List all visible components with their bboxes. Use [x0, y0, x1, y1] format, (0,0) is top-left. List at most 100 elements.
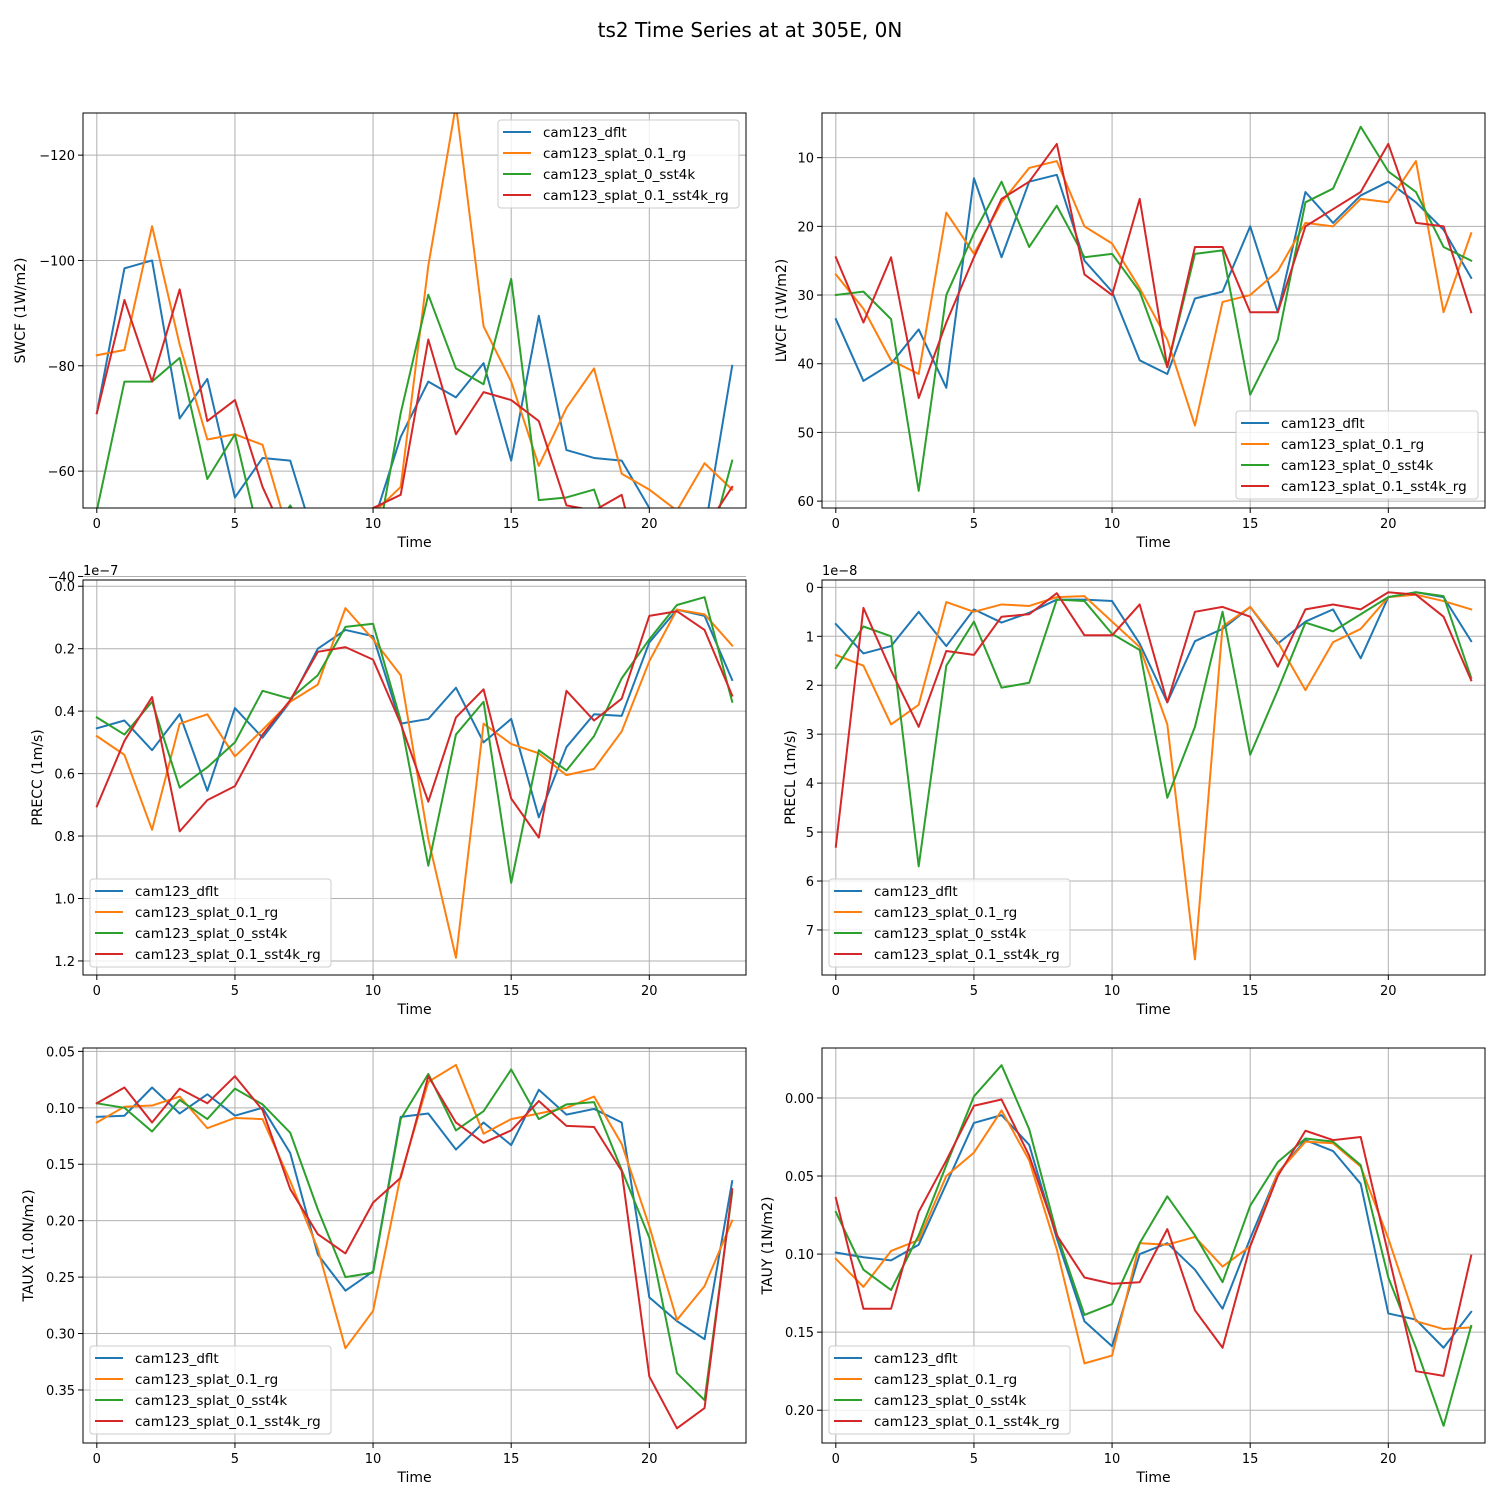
- y-tick-label: −60: [48, 465, 75, 480]
- series-line-cam123_splat_0_sst4k: [95, 1068, 734, 1402]
- series-line-cam123_dflt: [834, 1114, 1473, 1349]
- legend: cam123_dflt cam123_splat_0.1_rg cam123_spl…: [828, 878, 1071, 968]
- legend-label: cam123_splat_0.1_rg: [135, 1372, 278, 1388]
- y-tick-label: 0.20: [46, 1215, 75, 1230]
- y-tick-label: 0.30: [46, 1328, 75, 1343]
- series-line-cam123_splat_0.1_rg: [834, 1109, 1473, 1365]
- x-tick-label: 10: [1104, 984, 1121, 999]
- x-tick-label: 10: [1104, 517, 1121, 532]
- legend-box: [828, 878, 1071, 968]
- subplot-5: 0 5 10 15 20 0.05 0.10 0.15 0.20 0.25 0.30 0.35 Time…: [21, 1045, 747, 1486]
- y-axis-label: LWCF (1W/m2): [774, 259, 790, 363]
- legend-label: cam123_splat_0_sst4k: [135, 926, 287, 942]
- x-tick-label: 10: [1104, 1452, 1121, 1467]
- x-axis-label: Time: [1135, 1002, 1170, 1018]
- x-axis-label: Time: [396, 1470, 431, 1486]
- x-tick-label: 15: [1242, 984, 1259, 999]
- series-line-cam123_splat_0.1_sst4k_rg: [95, 610, 734, 839]
- x-tick-label: 5: [970, 517, 978, 532]
- series-line-cam123_dflt: [834, 173, 1473, 389]
- y-tick-label: 1: [806, 630, 814, 645]
- legend-label: cam123_dflt: [874, 1351, 958, 1367]
- series-line-cam123_splat_0_sst4k: [834, 125, 1473, 492]
- y-tick-label: −40: [48, 570, 75, 585]
- series-lines: [834, 125, 1473, 492]
- y-offset-text: 1e−8: [822, 564, 857, 579]
- legend-label: cam123_dflt: [1281, 416, 1365, 432]
- x-tick-label: 10: [365, 517, 382, 532]
- x-tick-label: 5: [231, 984, 239, 999]
- x-tick-label: 20: [1380, 984, 1397, 999]
- y-tick-label: 4: [806, 777, 814, 792]
- series-line-cam123_splat_0_sst4k: [834, 1064, 1473, 1427]
- grid-lines: [822, 580, 1485, 975]
- series-line-cam123_splat_0.1_sst4k_rg: [95, 288, 734, 508]
- x-tick-label: 5: [970, 984, 978, 999]
- legend-label: cam123_splat_0.1_sst4k_rg: [874, 947, 1060, 963]
- legend-label: cam123_dflt: [874, 884, 958, 900]
- y-tick-label: 40: [797, 358, 814, 373]
- series-line-cam123_splat_0.1_rg: [95, 113, 734, 508]
- legend-label: cam123_dflt: [135, 1351, 219, 1367]
- legend-label: cam123_splat_0.1_rg: [874, 905, 1017, 921]
- x-tick-label: 20: [641, 517, 658, 532]
- series-line-cam123_splat_0.1_rg: [834, 593, 1473, 961]
- legend-box: [497, 119, 740, 209]
- series-lines: [95, 113, 734, 508]
- y-tick-label: 50: [797, 426, 814, 441]
- legend-label: cam123_splat_0.1_rg: [874, 1372, 1017, 1388]
- series-line-cam123_splat_0.1_sst4k_rg: [834, 1098, 1473, 1377]
- legend-label: cam123_dflt: [543, 125, 627, 141]
- y-tick-label: 0.20: [785, 1404, 814, 1419]
- axes-frame: [82, 112, 747, 509]
- y-tick-label: 3: [806, 728, 814, 743]
- y-tick-label: 0.05: [46, 1045, 75, 1060]
- series-line-cam123_splat_0_sst4k: [96, 277, 734, 508]
- y-tick-label: 0.25: [46, 1271, 75, 1286]
- series-line-cam123_dflt: [834, 591, 1473, 704]
- y-tick-label: 20: [797, 220, 814, 235]
- series-lines: [95, 596, 734, 959]
- figure-title: ts2 Time Series at at 305E, 0N: [598, 18, 903, 42]
- y-tick-label: 0.10: [46, 1102, 75, 1117]
- series-line-cam123_splat_0.1_sst4k_rg: [834, 591, 1473, 848]
- legend-box: [828, 1345, 1071, 1435]
- legend-label: cam123_splat_0.1_sst4k_rg: [874, 1414, 1060, 1430]
- x-tick-label: 0: [93, 1452, 101, 1467]
- series-lines: [95, 1063, 734, 1430]
- axes-frame: [821, 112, 1486, 509]
- x-tick-label: 20: [641, 984, 658, 999]
- x-tick-label: 10: [365, 1452, 382, 1467]
- x-axis-label: Time: [396, 1002, 431, 1018]
- grid-lines: [83, 113, 746, 577]
- y-tick-label: 60: [797, 495, 814, 510]
- legend: cam123_dflt cam123_splat_0.1_rg cam123_spl…: [1235, 410, 1479, 500]
- series-line-cam123_splat_0_sst4k: [834, 591, 1473, 868]
- series-line-cam123_dflt: [95, 259, 734, 508]
- x-tick-label: 0: [832, 517, 840, 532]
- y-tick-label: 10: [797, 152, 814, 167]
- legend-label: cam123_splat_0_sst4k: [1281, 458, 1433, 474]
- y-tick-label: 0.6: [54, 768, 75, 783]
- x-tick-label: 0: [832, 1452, 840, 1467]
- y-tick-label: −100: [39, 254, 75, 269]
- y-tick-label: 0.4: [54, 705, 75, 720]
- y-tick-label: 2: [806, 679, 814, 694]
- legend-label: cam123_splat_0_sst4k: [874, 926, 1026, 942]
- y-axis-label: PRECC (1m/s): [30, 729, 46, 826]
- legend: cam123_dflt cam123_splat_0.1_rg cam123_spl…: [828, 1345, 1071, 1435]
- legend-label: cam123_splat_0_sst4k: [874, 1393, 1026, 1409]
- x-tick-label: 20: [1380, 517, 1397, 532]
- y-axis-label: TAUX (1.0N/m2): [21, 1189, 37, 1302]
- legend-box: [89, 1345, 332, 1435]
- x-tick-label: 15: [503, 517, 520, 532]
- y-tick-label: 0.10: [785, 1248, 814, 1263]
- y-axis-label: PRECL (1m/s): [783, 730, 799, 825]
- legend-label: cam123_splat_0.1_sst4k_rg: [135, 947, 321, 963]
- axes-frame: [82, 579, 747, 976]
- legend-label: cam123_splat_0.1_rg: [543, 146, 686, 162]
- legend-box: [89, 878, 332, 968]
- y-offset-text: 1e−7: [83, 564, 118, 579]
